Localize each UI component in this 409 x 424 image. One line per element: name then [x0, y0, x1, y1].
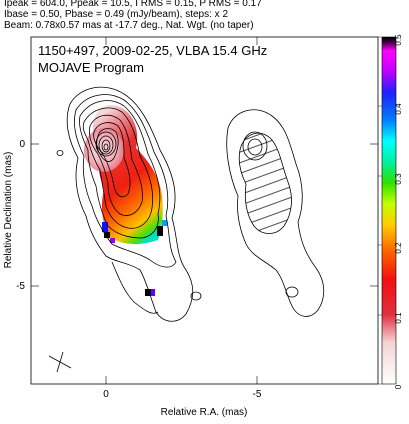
axis-ticks [31, 37, 378, 384]
plot-frame [30, 36, 379, 385]
polarization-panel [226, 109, 325, 317]
evpa-sticks [239, 133, 292, 234]
x-tick-label: -5 [253, 389, 262, 400]
header-beam: Beam: 0.78x0.57 mas at -17.7 deg., Nat. … [4, 20, 254, 31]
colorbar-tick-label: 0 [394, 384, 403, 389]
y-tick-label: -5 [16, 281, 25, 292]
colorbar-tick-label: 0.4 [394, 103, 403, 115]
header-base-steps: Ibase = 0.50, Pbase = 0.49 (mJy/beam), s… [4, 9, 229, 20]
beam-symbol [48, 351, 72, 373]
colorbar [381, 36, 397, 385]
header-peak-rms: Ipeak = 604.0, Ppeak = 10.5, I RMS = 0.1… [4, 0, 262, 9]
colorbar-tick-label: 0.2 [394, 242, 403, 254]
colorbar-tick-label: 0.3 [394, 173, 403, 185]
plot-title: 1150+497, 2009-02-25, VLBA 15.4 GHz [38, 43, 267, 58]
x-tick-label: 0 [103, 389, 109, 400]
colorbar-tick-label: 0.5 [394, 34, 403, 46]
intensity-panel [48, 86, 202, 373]
x-axis-label: Relative R.A. (mas) [161, 407, 248, 418]
y-axis-label: Relative Declination (mas) [3, 152, 14, 269]
colorbar-tick-label: 0.1 [394, 312, 403, 324]
plot-subtitle: MOJAVE Program [38, 60, 144, 75]
y-tick-label: 0 [19, 139, 25, 150]
